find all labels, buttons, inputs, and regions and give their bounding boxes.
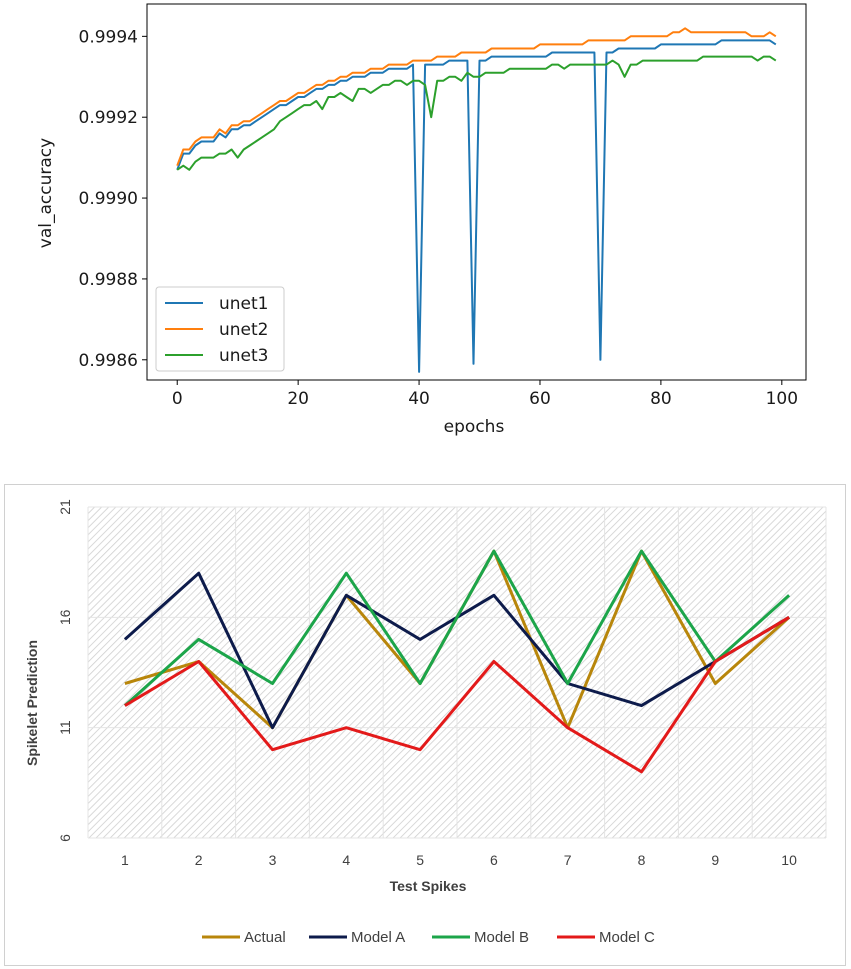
y-axis-label: Spikelet Prediction: [24, 640, 40, 766]
y-tick-label: 0.9986: [79, 351, 138, 371]
series-lines: [176, 27, 777, 373]
series-line-unet1: [176, 39, 777, 373]
series-line-unet3: [176, 55, 777, 171]
y-tick-label: 0.9990: [79, 189, 138, 209]
x-tick-label: 40: [408, 389, 430, 409]
series-line-model-b: [123, 549, 791, 707]
series-line-model-c: [124, 616, 790, 774]
x-tick-label: 1: [121, 852, 129, 868]
legend-label-unet2: unet2: [219, 320, 269, 340]
x-tick-label: 10: [781, 852, 797, 868]
series-line-unet2: [176, 27, 777, 167]
y-tick-label: 21: [57, 499, 73, 515]
legend: unet1 unet2 unet3: [155, 286, 285, 372]
y-tick-label: 0.9994: [79, 27, 138, 47]
y-axis-label: val_accuracy: [36, 138, 56, 248]
x-tick-label: 80: [650, 389, 672, 409]
x-tick-label: 2: [195, 852, 203, 868]
x-tick-label: 6: [490, 852, 498, 868]
y-tick-label: 16: [57, 609, 73, 625]
legend: Actual Model A Model B Model C: [202, 929, 655, 946]
y-tick-label: 0.9992: [79, 108, 138, 128]
x-tick-label: 100: [766, 389, 798, 409]
legend-label-model-b: Model B: [474, 929, 529, 946]
x-tick-label: 8: [638, 852, 646, 868]
y-tick-label: 11: [57, 720, 73, 735]
y-tick-label: 6: [57, 834, 73, 842]
chart-spikelet-prediction: 1 2 3 4 5 6 7 8 9 10 6 11 16 21 Test Spikes Spikelet…: [4, 484, 846, 966]
x-tick-label: 5: [416, 852, 424, 868]
x-tick-label: 20: [287, 389, 309, 409]
x-tick-label: 9: [711, 852, 719, 868]
y-tick-label: 0.9988: [79, 270, 138, 290]
x-tick-label: 3: [269, 852, 277, 868]
x-axis-ticks: 1 2 3 4 5 6 7 8 9 10: [121, 852, 797, 868]
x-axis-ticks: 0 20 40 60 80 100: [172, 380, 798, 409]
x-tick-label: 7: [564, 852, 572, 868]
x-tick-label: 60: [529, 389, 551, 409]
legend-label-model-c: Model C: [599, 929, 655, 946]
x-axis-label: Test Spikes: [390, 878, 467, 894]
legend-label-unet1: unet1: [219, 294, 269, 314]
x-tick-label: 0: [172, 389, 183, 409]
x-tick-label: 4: [342, 852, 350, 868]
series-lines: [123, 549, 791, 774]
y-axis-ticks: 0.9986 0.9988 0.9990 0.9992 0.9994: [79, 27, 147, 371]
x-axis-label: epochs: [444, 417, 505, 437]
legend-label-unet3: unet3: [219, 346, 269, 366]
y-axis-ticks: 6 11 16 21: [57, 499, 73, 842]
legend-label-model-a: Model A: [351, 929, 405, 946]
chart-val-accuracy: 0 20 40 60 80 100 0.99860.99880.99900.99920.9…: [36, 3, 807, 437]
legend-label-actual: Actual: [244, 929, 286, 946]
legend-box: [155, 286, 285, 372]
